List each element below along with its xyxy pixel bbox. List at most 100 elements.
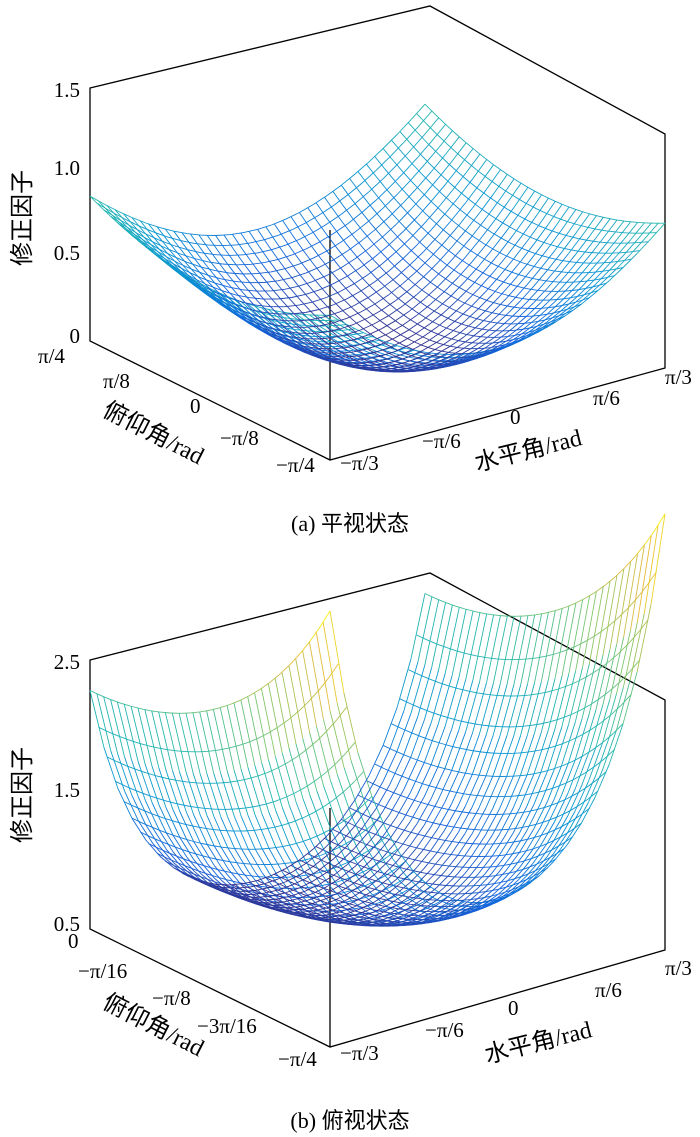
mesh-line-constant-pitch-angle: [346, 329, 361, 336]
mesh-line-constant-pitch-angle: [422, 899, 437, 910]
mesh-line-constant-pitch-angle: [506, 684, 522, 737]
mesh-line-constant-horizontal-angle: [516, 285, 527, 290]
mesh-line-constant-horizontal-angle: [384, 342, 395, 350]
mesh-line-constant-horizontal-angle: [335, 855, 347, 861]
mesh-line-constant-pitch-angle: [574, 752, 590, 790]
mesh-line-constant-pitch-angle: [269, 327, 285, 332]
mesh-line-constant-horizontal-angle: [528, 220, 539, 226]
mesh-line-constant-horizontal-angle: [377, 354, 388, 360]
mesh-line-constant-pitch-angle: [435, 915, 450, 922]
mesh-line-constant-horizontal-angle: [331, 821, 343, 829]
mesh-line-constant-pitch-angle: [540, 288, 555, 304]
mesh-line-constant-pitch-angle: [587, 770, 603, 803]
mesh-line-constant-pitch-angle: [199, 814, 215, 847]
mesh-line-constant-pitch-angle: [166, 859, 181, 872]
mesh-line-constant-pitch-angle: [303, 870, 318, 891]
mesh-line-constant-pitch-angle: [443, 832, 459, 854]
mesh-line-constant-pitch-angle: [389, 710, 405, 749]
mesh-line-constant-horizontal-angle: [424, 783, 435, 788]
mesh-line-constant-horizontal-angle: [592, 741, 604, 750]
mesh-line-constant-horizontal-angle: [436, 240, 447, 250]
mesh-line-constant-pitch-angle: [437, 190, 453, 209]
mesh-line-constant-pitch-angle: [518, 848, 534, 869]
mesh-line-constant-pitch-angle: [263, 311, 278, 315]
mesh-line-constant-horizontal-angle: [149, 233, 161, 246]
mesh-line-constant-pitch-angle: [256, 895, 272, 898]
mesh-line-constant-pitch-angle: [477, 312, 493, 326]
mesh-line-constant-pitch-angle: [442, 356, 457, 364]
mesh-line-constant-horizontal-angle: [334, 842, 345, 849]
mesh-line-constant-pitch-angle: [180, 253, 195, 259]
mesh-line-constant-pitch-angle: [312, 297, 327, 303]
mesh-line-constant-pitch-angle: [264, 889, 279, 894]
mesh-line-constant-pitch-angle: [451, 678, 467, 729]
mesh-line-constant-pitch-angle: [546, 849, 561, 867]
mesh-line-constant-pitch-angle: [392, 858, 408, 878]
mesh-line-constant-pitch-angle: [552, 844, 568, 863]
mesh-line-constant-pitch-angle: [274, 310, 290, 323]
mesh-line-constant-horizontal-angle: [474, 794, 485, 797]
mesh-line-constant-horizontal-angle: [282, 220, 293, 236]
mesh-line-constant-horizontal-angle: [378, 834, 389, 844]
mesh-line-constant-pitch-angle: [375, 784, 391, 810]
mesh-line-constant-pitch-angle: [414, 366, 429, 371]
mesh-line-constant-horizontal-angle: [594, 214, 606, 219]
mesh-line-constant-horizontal-angle: [258, 886, 270, 893]
mesh-line-constant-pitch-angle: [518, 331, 534, 341]
mesh-line-constant-pitch-angle: [472, 613, 488, 681]
mesh-line-constant-horizontal-angle: [386, 789, 397, 795]
mesh-line-constant-horizontal-angle: [253, 828, 264, 831]
mesh-line-constant-pitch-angle: [187, 233, 202, 236]
mesh-line-constant-pitch-angle: [506, 735, 521, 777]
mesh-line-constant-horizontal-angle: [342, 833, 354, 840]
panel-a-surface-mesh: [89, 103, 666, 373]
mesh-line-constant-pitch-angle: [332, 921, 347, 924]
mesh-line-constant-horizontal-angle: [522, 262, 534, 267]
mesh-line-constant-pitch-angle: [271, 868, 286, 876]
mesh-line-constant-pitch-angle: [269, 889, 284, 904]
mesh-line-constant-pitch-angle: [233, 298, 249, 312]
mesh-line-constant-pitch-angle: [179, 273, 194, 284]
mesh-line-constant-pitch-angle: [525, 875, 540, 887]
mesh-line-constant-horizontal-angle: [201, 259, 213, 273]
mesh-line-constant-pitch-angle: [256, 304, 271, 308]
mesh-line-constant-horizontal-angle: [561, 830, 572, 837]
mesh-line-constant-pitch-angle: [298, 281, 313, 287]
mesh-line-constant-pitch-angle: [323, 323, 338, 334]
mesh-line-constant-pitch-angle: [329, 711, 345, 769]
mesh-line-constant-pitch-angle: [137, 238, 153, 249]
mesh-line-constant-pitch-angle: [275, 319, 290, 331]
mesh-line-constant-pitch-angle: [333, 822, 349, 840]
mesh-line-constant-pitch-angle: [428, 909, 444, 918]
mesh-line-constant-horizontal-angle: [453, 770, 464, 774]
mesh-line-constant-horizontal-angle: [456, 650, 467, 655]
mesh-line-constant-pitch-angle: [401, 333, 417, 343]
mesh-line-constant-pitch-angle: [220, 772, 235, 818]
mesh-line-constant-horizontal-angle: [414, 297, 425, 306]
mesh-line-constant-pitch-angle: [255, 872, 270, 891]
mesh-line-constant-pitch-angle: [492, 616, 508, 684]
mesh-line-constant-pitch-angle: [456, 888, 472, 901]
mesh-line-constant-pitch-angle: [319, 283, 334, 291]
mesh-line-constant-pitch-angle: [173, 230, 188, 235]
mesh-line-constant-pitch-angle: [394, 916, 409, 923]
mesh-line-constant-horizontal-angle: [348, 344, 360, 352]
mesh-line-constant-pitch-angle: [608, 723, 624, 765]
mesh-line-constant-horizontal-angle: [441, 289, 452, 297]
mesh-line-constant-horizontal-angle: [516, 658, 527, 661]
mesh-line-constant-pitch-angle: [525, 329, 540, 339]
mesh-line-constant-horizontal-angle: [421, 173, 432, 185]
mesh-line-constant-horizontal-angle: [350, 198, 362, 213]
mesh-line-constant-pitch-angle: [394, 369, 409, 372]
mesh-line-constant-horizontal-angle: [646, 571, 657, 587]
mesh-line-constant-horizontal-angle: [564, 205, 576, 210]
mesh-line-constant-horizontal-angle: [371, 901, 383, 906]
mesh-line-constant-horizontal-angle: [261, 847, 272, 850]
mesh-line-constant-horizontal-angle: [471, 305, 482, 311]
mesh-line-constant-pitch-angle: [374, 877, 390, 890]
mesh-line-constant-horizontal-angle: [195, 806, 206, 809]
mesh-line-constant-horizontal-angle: [486, 274, 497, 280]
mesh-line-constant-pitch-angle: [519, 302, 534, 317]
mesh-line-constant-pitch-angle: [332, 347, 347, 350]
mesh-line-constant-pitch-angle: [138, 797, 153, 828]
